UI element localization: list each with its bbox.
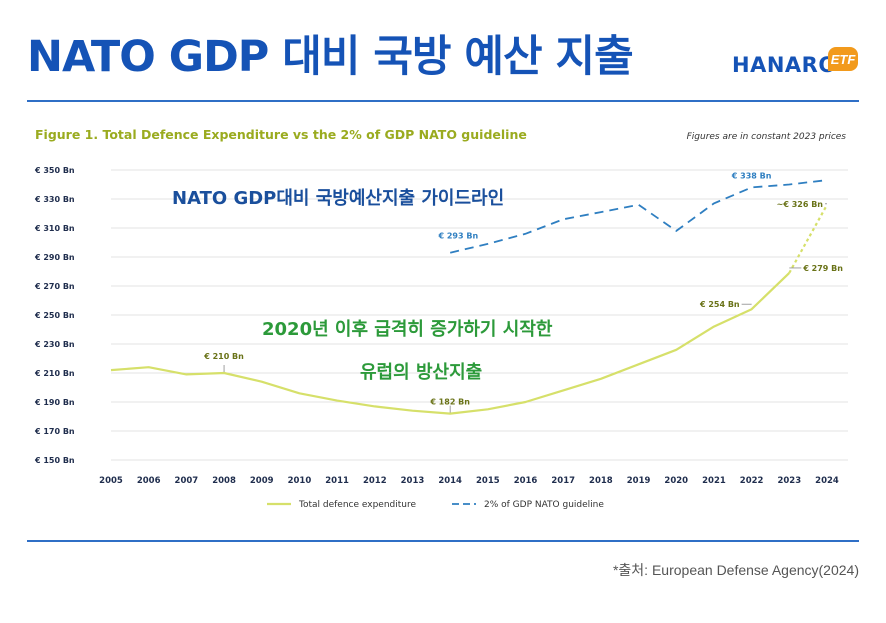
- x-tick-label: 2014: [438, 476, 462, 486]
- legend-label-guideline: 2% of GDP NATO guideline: [484, 500, 604, 510]
- data-label: € 279 Bn: [802, 264, 843, 273]
- annotation-increase-line1: 2020년 이후 급격히 증가하기 시작한: [262, 319, 553, 340]
- x-tick-label: 2020: [664, 476, 688, 486]
- x-tick-label: 2024: [815, 476, 839, 486]
- x-tick-label: 2009: [250, 476, 274, 486]
- x-tick-label: 2019: [627, 476, 651, 486]
- x-tick-label: 2010: [288, 476, 312, 486]
- x-tick-label: 2007: [175, 476, 199, 486]
- y-tick-label: € 310 Bn: [34, 224, 75, 233]
- x-tick-label: 2016: [514, 476, 538, 486]
- y-tick-label: € 290 Bn: [34, 253, 75, 262]
- series-nato-guideline-line: [449, 179, 828, 254]
- x-tick-label: 2008: [212, 476, 236, 486]
- chart-subtitle: Figures are in constant 2023 prices: [687, 132, 847, 142]
- logo-badge: ETF: [828, 47, 858, 71]
- y-tick-label: € 250 Bn: [34, 311, 75, 320]
- y-tick-label: € 230 Bn: [34, 340, 75, 349]
- logo-text: HANARO: [732, 53, 837, 77]
- series-total-defence-expenditure-projection: [788, 204, 828, 274]
- data-label: € 254 Bn: [699, 300, 740, 309]
- header-divider: [27, 100, 859, 102]
- source-note: *출처: European Defense Agency(2024): [612, 562, 859, 578]
- y-tick-label: € 210 Bn: [34, 369, 75, 378]
- chart-title: Figure 1. Total Defence Expenditure vs t…: [35, 127, 527, 142]
- data-label: € 210 Bn: [203, 352, 244, 361]
- page-title: NATO GDP 대비 국방 예산 지출: [27, 32, 634, 82]
- chart-container: Figure 1. Total Defence Expenditure vs t…: [27, 112, 859, 530]
- series-total-defence-expenditure-line: [110, 272, 791, 415]
- x-tick-label: 2017: [551, 476, 575, 486]
- data-label: € 182 Bn: [429, 398, 470, 407]
- defence-expenditure-chart: Figure 1. Total Defence Expenditure vs t…: [34, 127, 848, 510]
- x-tick-label: 2015: [476, 476, 500, 486]
- y-tick-label: € 190 Bn: [34, 398, 75, 407]
- annotation-increase-line2: 유럽의 방산지출: [360, 362, 482, 383]
- x-tick-label: 2022: [740, 476, 764, 486]
- legend-label-expenditure: Total defence expenditure: [298, 500, 416, 510]
- x-tick-label: 2018: [589, 476, 613, 486]
- data-label: € 293 Bn: [438, 232, 479, 241]
- x-tick-label: 2005: [99, 476, 123, 486]
- x-tick-label: 2013: [401, 476, 425, 486]
- x-tick-label: 2011: [325, 476, 349, 486]
- y-tick-label: € 170 Bn: [34, 427, 75, 436]
- x-tick-label: 2021: [702, 476, 726, 486]
- footer-divider: [27, 540, 859, 542]
- y-tick-label: € 270 Bn: [34, 282, 75, 291]
- data-label: € 338 Bn: [731, 171, 772, 180]
- y-tick-label: € 330 Bn: [34, 195, 75, 204]
- y-tick-label: € 150 Bn: [34, 456, 75, 465]
- annotation-guideline: NATO GDP대비 국방예산지출 가이드라인: [172, 188, 504, 209]
- x-tick-label: 2012: [363, 476, 387, 486]
- y-tick-label: € 350 Bn: [34, 166, 75, 175]
- data-label: ~€ 326 Bn: [777, 200, 824, 209]
- x-tick-label: 2006: [137, 476, 161, 486]
- x-tick-label: 2023: [777, 476, 801, 486]
